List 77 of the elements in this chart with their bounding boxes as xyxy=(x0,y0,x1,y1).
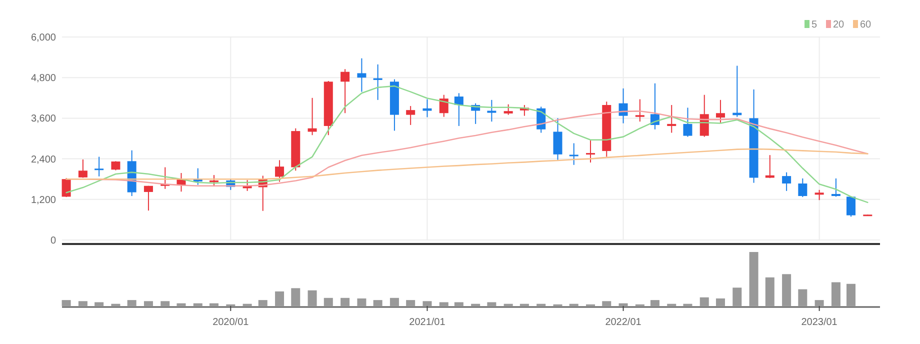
bar xyxy=(782,274,792,306)
candlestick xyxy=(618,88,628,124)
bar xyxy=(700,297,709,306)
y-tick-label: 0 xyxy=(50,236,56,246)
candlestick xyxy=(553,118,562,160)
bar xyxy=(602,301,612,306)
y-tick-label: 4,800 xyxy=(30,73,56,84)
bar xyxy=(127,300,136,306)
bar xyxy=(798,289,808,306)
bar xyxy=(308,290,317,306)
candlestick xyxy=(814,189,824,201)
candlestick xyxy=(62,178,71,198)
x-tick-label: 2022/01 xyxy=(605,317,642,328)
line-series xyxy=(66,85,868,204)
bar xyxy=(94,302,104,306)
y-tick-label: 3,600 xyxy=(30,114,56,125)
bar xyxy=(846,284,856,306)
bar xyxy=(275,291,284,306)
candlestick xyxy=(357,58,366,92)
bar xyxy=(176,303,186,306)
bar xyxy=(62,300,71,306)
bar xyxy=(454,302,464,306)
bar xyxy=(650,300,660,306)
bar xyxy=(406,300,416,306)
x-tick-label: 2020/01 xyxy=(212,317,250,328)
bar xyxy=(765,277,774,306)
candlestick xyxy=(78,158,88,178)
candlestick xyxy=(275,160,284,182)
candlestick xyxy=(144,185,153,212)
candlestick xyxy=(667,104,676,134)
bar xyxy=(390,298,399,306)
candlestick xyxy=(831,178,840,198)
legend-label: 20 xyxy=(833,20,845,30)
bar xyxy=(749,252,758,306)
bar xyxy=(78,301,88,306)
candlestick xyxy=(422,98,432,118)
candlestick xyxy=(569,142,578,166)
bar xyxy=(716,298,725,306)
bar xyxy=(487,302,496,306)
candlestick xyxy=(635,98,644,122)
candlestick xyxy=(586,140,596,164)
legend-label: 5 xyxy=(812,20,818,30)
bar xyxy=(210,303,218,306)
bar xyxy=(357,298,366,306)
y-tick-label: 6,000 xyxy=(30,32,56,44)
x-tick-label: 2023/01 xyxy=(801,317,838,328)
bar xyxy=(422,301,432,306)
candlestick xyxy=(111,160,120,171)
x-tick-label: 2021/01 xyxy=(409,317,446,328)
y-tick-label: 2,400 xyxy=(30,154,56,166)
bar xyxy=(258,300,268,306)
y-tick-label: 1,200 xyxy=(30,194,56,206)
bar xyxy=(193,303,202,306)
legend-label: 60 xyxy=(860,20,872,30)
candlestick xyxy=(406,106,416,126)
candlestick xyxy=(683,107,692,138)
candlestick xyxy=(454,92,464,126)
candlestick xyxy=(439,94,448,118)
candlestick xyxy=(340,68,350,114)
bar xyxy=(160,301,170,306)
candlestick xyxy=(716,99,725,124)
bar xyxy=(618,303,628,306)
bar xyxy=(324,298,333,306)
bar xyxy=(340,298,350,306)
bar xyxy=(814,300,824,306)
candlestick xyxy=(782,172,792,192)
candlestick xyxy=(504,104,513,116)
candlestick xyxy=(700,94,709,138)
candlestick xyxy=(94,156,104,177)
candlestick xyxy=(798,178,808,198)
bar xyxy=(831,282,840,306)
bar xyxy=(732,288,742,306)
bar xyxy=(439,302,448,306)
candlestick xyxy=(487,99,496,122)
bar xyxy=(373,300,382,306)
bar xyxy=(291,288,300,306)
bar xyxy=(144,301,153,306)
